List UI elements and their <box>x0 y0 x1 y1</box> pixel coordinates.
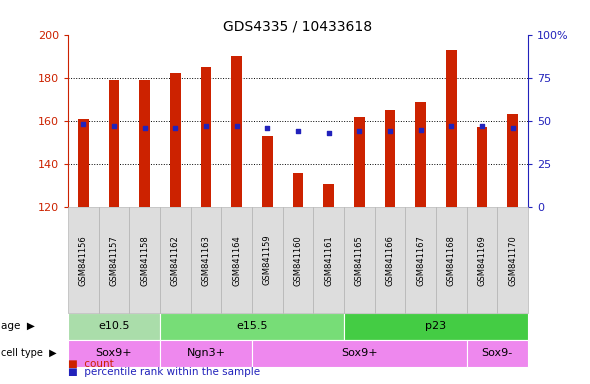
Point <box>385 128 395 134</box>
Bar <box>344 313 528 340</box>
Text: p23: p23 <box>425 321 447 331</box>
Bar <box>160 313 344 340</box>
Text: cell type  ▶: cell type ▶ <box>1 348 57 358</box>
Text: Sox9+: Sox9+ <box>341 348 378 358</box>
Point <box>78 121 88 127</box>
Bar <box>170 73 181 207</box>
Point <box>232 123 241 129</box>
Text: ■  percentile rank within the sample: ■ percentile rank within the sample <box>68 367 260 377</box>
Text: GSM841163: GSM841163 <box>201 235 211 286</box>
Text: GSM841159: GSM841159 <box>263 235 272 285</box>
Text: GSM841161: GSM841161 <box>324 235 333 286</box>
Text: age  ▶: age ▶ <box>1 321 35 331</box>
Point <box>201 123 211 129</box>
Bar <box>507 114 518 207</box>
Bar <box>262 136 273 207</box>
Point <box>109 123 119 129</box>
Bar <box>68 340 160 367</box>
Text: Sox9+: Sox9+ <box>96 348 132 358</box>
Text: GSM841166: GSM841166 <box>385 235 395 286</box>
Bar <box>252 340 467 367</box>
Text: e15.5: e15.5 <box>236 321 268 331</box>
Bar <box>68 313 160 340</box>
Title: GDS4335 / 10433618: GDS4335 / 10433618 <box>224 20 372 33</box>
Text: ■  count: ■ count <box>68 359 114 369</box>
Text: GSM841160: GSM841160 <box>293 235 303 286</box>
Point <box>293 128 303 134</box>
Text: Sox9-: Sox9- <box>482 348 513 358</box>
Text: GSM841164: GSM841164 <box>232 235 241 286</box>
Point <box>324 130 333 136</box>
Bar <box>139 80 150 207</box>
Bar <box>467 340 528 367</box>
Text: GSM841167: GSM841167 <box>416 235 425 286</box>
Bar <box>385 110 395 207</box>
Bar <box>78 119 88 207</box>
Text: GSM841158: GSM841158 <box>140 235 149 286</box>
Point <box>477 123 487 129</box>
Bar <box>231 56 242 207</box>
Text: GSM841169: GSM841169 <box>477 235 487 286</box>
Bar <box>109 80 119 207</box>
Point <box>140 125 149 131</box>
Bar <box>446 50 457 207</box>
Bar <box>160 340 252 367</box>
Text: GSM841168: GSM841168 <box>447 235 456 286</box>
Text: GSM841162: GSM841162 <box>171 235 180 286</box>
Text: Ngn3+: Ngn3+ <box>186 348 225 358</box>
Text: GSM841157: GSM841157 <box>109 235 119 286</box>
Point <box>355 128 364 134</box>
Text: e10.5: e10.5 <box>98 321 130 331</box>
Point <box>508 125 517 131</box>
Bar <box>293 173 303 207</box>
Bar <box>201 67 211 207</box>
Text: GSM841165: GSM841165 <box>355 235 364 286</box>
Point <box>416 127 425 133</box>
Point <box>447 123 456 129</box>
Bar <box>323 184 334 207</box>
Text: GSM841156: GSM841156 <box>78 235 88 286</box>
Point <box>263 125 272 131</box>
Text: GSM841170: GSM841170 <box>508 235 517 286</box>
Point <box>171 125 180 131</box>
Bar <box>477 127 487 207</box>
Bar <box>415 101 426 207</box>
Bar <box>354 117 365 207</box>
